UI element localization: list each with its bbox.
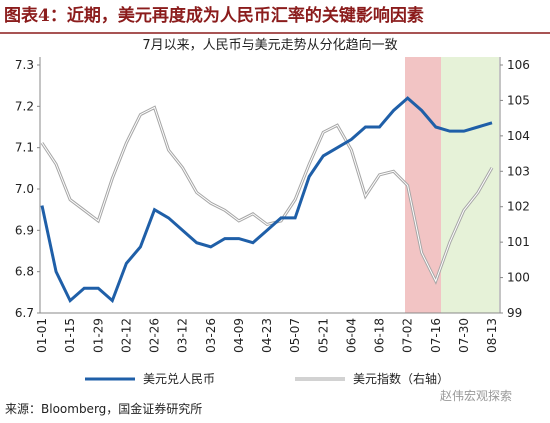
highlight-red: [405, 57, 441, 313]
x-tick-label: 05-21: [316, 318, 330, 353]
legend-label: 美元指数（右轴）: [353, 371, 449, 386]
y2-tick-label: 103: [507, 164, 530, 178]
x-tick-label: 02-12: [119, 318, 133, 353]
y-tick-label: 7.3: [15, 58, 34, 72]
y2-tick-label: 99: [507, 306, 522, 320]
source: 来源：Bloomberg，国金证券研究所: [5, 401, 202, 416]
x-tick-label: 06-18: [373, 318, 387, 353]
highlight-green: [441, 57, 499, 313]
x-tick-label: 07-02: [401, 318, 415, 353]
y-tick-label: 6.8: [15, 265, 34, 279]
y2-tick-label: 101: [507, 235, 530, 249]
x-tick-label: 07-30: [457, 318, 471, 353]
y2-tick-label: 106: [507, 58, 530, 72]
y2-tick-label: 104: [507, 129, 530, 143]
x-tick-label: 04-09: [232, 318, 246, 353]
y-tick-label: 6.7: [15, 306, 34, 320]
y2-tick-label: 102: [507, 200, 530, 214]
watermark: 赵伟宏观探索: [440, 388, 512, 403]
x-tick-label: 01-29: [91, 318, 105, 353]
x-tick-label: 03-26: [204, 318, 218, 353]
y-tick-label: 7.0: [15, 182, 34, 196]
x-tick-label: 01-15: [63, 318, 77, 353]
x-tick-label: 03-12: [176, 318, 190, 353]
y-tick-label: 7.1: [15, 141, 34, 155]
x-tick-label: 02-26: [148, 318, 162, 353]
x-tick-label: 07-16: [429, 318, 443, 353]
legend-label: 美元兑人民币: [143, 372, 215, 386]
subtitle: 7月以来，人民币与美元走势从分化趋向一致: [142, 37, 397, 53]
x-tick-label: 01-01: [35, 318, 49, 353]
title: 图表4：近期，美元再度成为人民币汇率的关键影响因素: [4, 5, 424, 26]
x-tick-label: 06-04: [344, 318, 358, 353]
x-tick-label: 05-07: [288, 318, 302, 353]
y2-tick-label: 105: [507, 93, 530, 107]
line-series: [40, 96, 493, 304]
x-tick-label: 08-13: [485, 318, 499, 353]
y-tick-label: 7.2: [15, 99, 34, 113]
line-series-inner: [41, 106, 493, 283]
y2-tick-label: 100: [507, 271, 530, 285]
x-tick-label: 04-23: [260, 318, 274, 353]
y-tick-label: 6.9: [15, 223, 34, 237]
